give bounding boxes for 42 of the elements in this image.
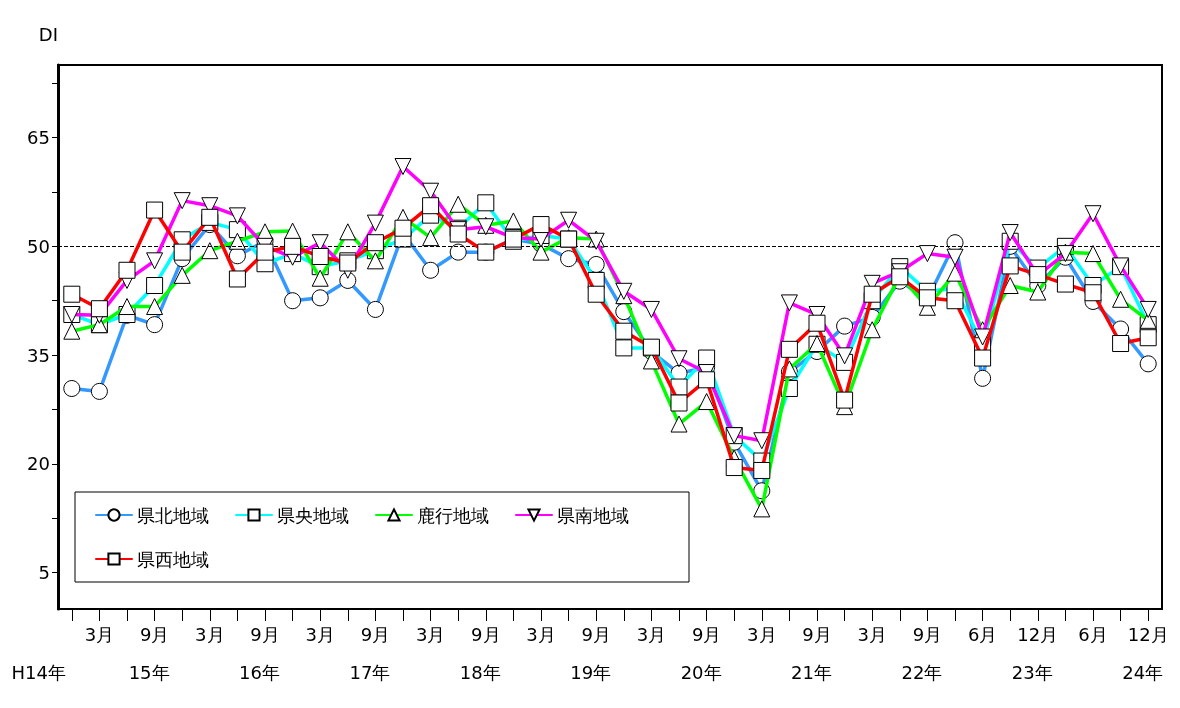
- x-tick-label: 3月: [415, 623, 446, 645]
- text: 24年: [1122, 661, 1164, 683]
- x-tick-label: 3月: [747, 623, 777, 645]
- x-tick-label: 9月: [802, 623, 832, 645]
- x-tick-label: 9月: [471, 623, 501, 645]
- text: H14年: [11, 661, 66, 683]
- x-tick-label: 9月: [912, 623, 943, 645]
- x-tick-label: 12月: [1017, 623, 1059, 645]
- y-axis-title: DI: [38, 23, 58, 45]
- x-tick-label: 3月: [195, 623, 225, 645]
- x-tick-label: 3月: [84, 623, 115, 645]
- legend-label: 県央地域: [277, 504, 349, 526]
- y-tick-label: 20: [27, 453, 50, 475]
- x-tick-label: 3月: [526, 623, 556, 645]
- text: 21年: [791, 661, 832, 683]
- legend-label: 県西地域: [137, 548, 209, 570]
- x-tick-label: 9月: [250, 623, 280, 645]
- y-tick-label: 65: [27, 127, 50, 149]
- x-tick-label: 9月: [581, 623, 611, 645]
- text: 20年: [680, 661, 722, 683]
- text: 17年: [349, 661, 391, 683]
- x-tick-label: 12月: [1127, 623, 1169, 645]
- y-tick-label: 5: [38, 562, 50, 584]
- x-tick-label: 3月: [305, 623, 335, 645]
- legend-label: 県南地域: [557, 504, 629, 526]
- x-tick-label: 9月: [360, 623, 391, 645]
- x-tick-label: 9月: [691, 623, 722, 645]
- y-tick-label: 50: [27, 235, 50, 257]
- text: 19年: [570, 661, 612, 683]
- text: 16年: [239, 661, 280, 683]
- x-tick-label: 3月: [857, 623, 887, 645]
- text: 18年: [459, 661, 501, 683]
- legend-label: 県北地域: [137, 504, 209, 526]
- text: 23年: [1011, 661, 1053, 683]
- y-tick-label: 35: [27, 344, 50, 366]
- legend-label: 鹿行地域: [417, 504, 489, 526]
- x-tick-label: 3月: [636, 623, 667, 645]
- text: 15年: [128, 661, 170, 683]
- x-tick-label: 9月: [139, 623, 170, 645]
- x-tick-label: 6月: [1078, 623, 1108, 645]
- x-tick-label: 6月: [967, 623, 998, 645]
- text: 22年: [901, 661, 943, 683]
